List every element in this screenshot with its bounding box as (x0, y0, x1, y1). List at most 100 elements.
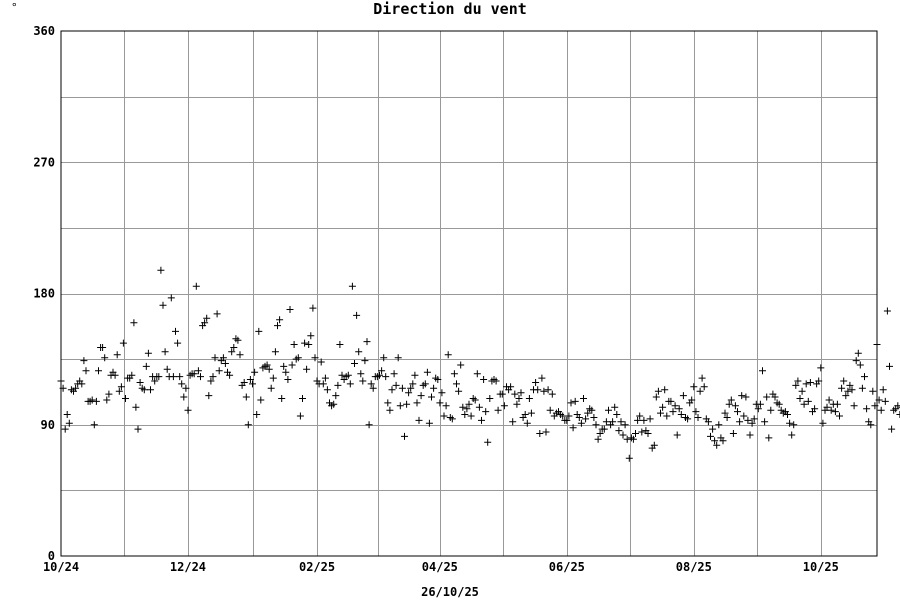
data-point (744, 416, 752, 424)
data-point (538, 374, 546, 382)
data-point (602, 418, 610, 426)
data-point (182, 384, 190, 392)
y-tick-label: 90 (41, 418, 55, 432)
data-point (394, 354, 402, 362)
x-tick-label: 06/25 (549, 560, 585, 574)
data-point (117, 383, 125, 391)
data-point (881, 397, 889, 405)
data-point (731, 402, 739, 410)
y-tick-label: 270 (33, 155, 55, 169)
data-point (734, 408, 741, 416)
data-point (478, 416, 485, 424)
data-point (806, 379, 814, 386)
data-point (455, 387, 463, 395)
data-point (707, 432, 714, 440)
data-point (804, 397, 812, 405)
data-point (278, 395, 286, 402)
data-point (203, 314, 211, 322)
data-point (122, 395, 129, 402)
data-point (840, 377, 848, 385)
data-point (403, 400, 411, 408)
x-tick-label: 10/24 (43, 560, 79, 574)
data-point (544, 386, 552, 394)
data-point (178, 380, 186, 388)
data-point (346, 380, 354, 388)
data-point (430, 384, 438, 392)
data-point (101, 354, 109, 362)
data-point (359, 377, 367, 385)
data-point (842, 392, 850, 400)
data-point (294, 354, 302, 362)
data-point (319, 380, 327, 388)
data-point (61, 425, 69, 433)
data-point (428, 393, 435, 401)
data-point (355, 348, 363, 356)
data-point (856, 361, 864, 369)
data-point (365, 421, 373, 429)
data-point (673, 431, 681, 439)
data-point (251, 368, 259, 376)
data-point (575, 414, 583, 421)
data-point (767, 406, 775, 414)
data-point (600, 425, 608, 433)
date-label: 26/10/25 (421, 585, 479, 599)
data-point (80, 357, 88, 365)
data-point (765, 434, 773, 442)
data-point (796, 395, 804, 402)
data-point (257, 396, 265, 404)
data-point (213, 310, 221, 318)
x-tick-labels: 10/24 12/24 02/25 04/25 06/25 08/25 10/25 (43, 560, 839, 574)
data-point (819, 419, 827, 427)
data-point (409, 380, 417, 388)
data-point (646, 415, 654, 423)
data-point (511, 390, 519, 398)
data-point (784, 411, 791, 418)
data-point (494, 406, 502, 414)
data-point (721, 409, 729, 417)
data-point (719, 437, 727, 445)
data-point (284, 376, 292, 383)
data-point (492, 377, 500, 385)
data-point (299, 395, 306, 402)
data-point (798, 387, 806, 395)
data-point (740, 412, 748, 420)
data-point (850, 402, 858, 410)
data-point (577, 419, 585, 427)
data-point (594, 435, 602, 443)
data-point (434, 376, 442, 383)
data-point (869, 387, 877, 395)
data-point (788, 431, 796, 439)
data-point (334, 381, 342, 389)
data-point (249, 380, 256, 388)
data-point (629, 435, 637, 443)
data-point (817, 364, 825, 372)
data-point (423, 368, 431, 376)
data-point (761, 418, 769, 426)
data-point (532, 379, 540, 386)
data-point (700, 383, 708, 391)
data-point (831, 408, 839, 416)
data-point (88, 396, 96, 404)
data-point (351, 360, 358, 367)
data-point (221, 360, 229, 367)
data-point (621, 421, 629, 429)
x-tick-label: 04/25 (422, 560, 458, 574)
data-point (207, 377, 215, 385)
data-point (823, 403, 831, 411)
data-point (473, 370, 481, 378)
data-point (361, 357, 369, 365)
data-point (750, 415, 758, 423)
data-point (144, 349, 152, 357)
data-point (390, 370, 398, 378)
data-point (113, 351, 121, 359)
data-point (548, 390, 556, 398)
data-point (215, 367, 223, 375)
data-point (119, 339, 127, 347)
data-point (463, 405, 471, 413)
data-point (584, 409, 592, 417)
data-point (771, 393, 779, 401)
data-point (659, 403, 667, 411)
data-point (540, 387, 548, 395)
data-point (684, 415, 692, 423)
data-point (836, 412, 843, 420)
